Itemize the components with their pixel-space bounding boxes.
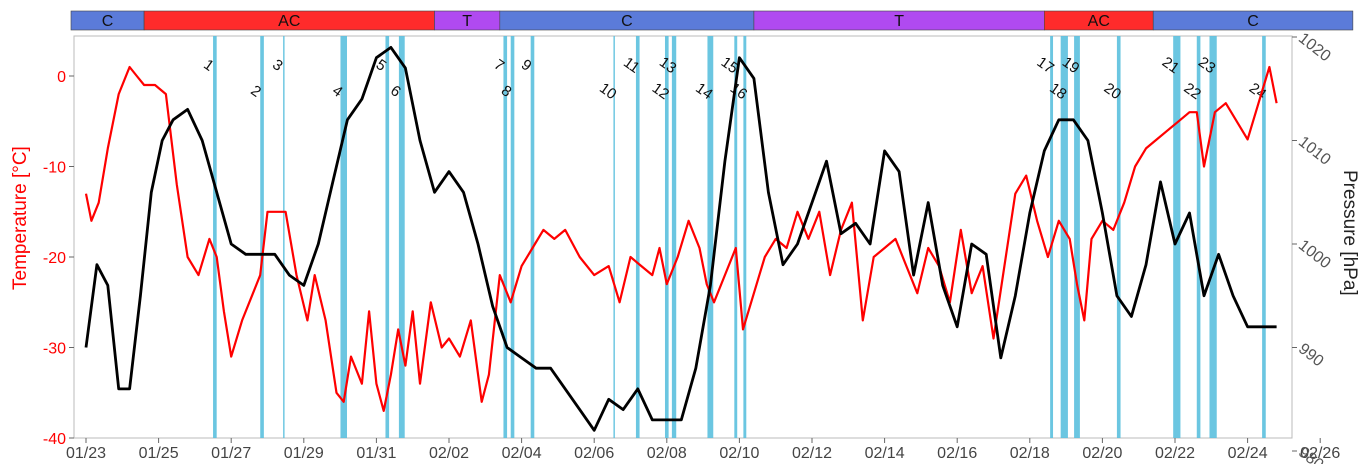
x-tick-label: 01/27 [211, 445, 251, 462]
event-label: 14 [692, 80, 715, 103]
event-label: 12 [649, 80, 672, 103]
x-tick-label: 02/02 [429, 445, 469, 462]
x-tick-label: 01/25 [139, 445, 179, 462]
x-tick-label: 02/20 [1082, 445, 1122, 462]
event-bar [213, 36, 217, 438]
regime-label: AC [278, 13, 300, 30]
event-bar [398, 36, 405, 438]
regime-bar: C AC T C T AC C [70, 10, 1354, 31]
x-tick-label: 02/08 [647, 445, 687, 462]
x-axis: 01/23 01/25 01/27 01/29 01/31 02/02 02/04 02/06… [66, 438, 1340, 462]
regime-label: C [1247, 13, 1259, 30]
x-tick-label: 02/10 [719, 445, 759, 462]
y-axis-left-title: Temperature [°C] [10, 146, 31, 290]
event-bar [613, 36, 615, 438]
event-label: 10 [596, 80, 619, 103]
event-bar [530, 36, 535, 438]
x-tick-label: 02/04 [502, 445, 542, 462]
y-left-tick-label: -30 [43, 341, 66, 358]
event-label: 18 [1046, 80, 1069, 103]
y-left-tick-label: -10 [43, 160, 66, 177]
event-bar [664, 36, 669, 438]
plot-frame [73, 35, 1293, 439]
x-tick-label: 02/26 [1300, 445, 1340, 462]
y-right-tick-label: 1020 [1295, 30, 1334, 65]
event-bar [1074, 36, 1080, 438]
event-label: 20 [1101, 80, 1124, 103]
event-bar [503, 36, 508, 438]
y-left-tick-label: 0 [57, 69, 66, 86]
regime-label: C [102, 13, 114, 30]
event-bars [213, 36, 1266, 438]
event-bar [1196, 36, 1201, 438]
series-layer [84, 46, 1278, 432]
event-bar [385, 36, 390, 438]
x-tick-label: 02/16 [937, 445, 977, 462]
x-tick-label: 01/23 [66, 445, 106, 462]
event-bar [707, 36, 714, 438]
event-bar [283, 36, 285, 438]
event-bar [1209, 36, 1217, 438]
event-label: 17 [1034, 54, 1057, 77]
y-axis-right-title: Pressure [hPa] [1339, 170, 1360, 296]
event-label: 13 [656, 54, 679, 77]
pressure-line [84, 46, 1277, 432]
event-bar [1060, 36, 1068, 438]
regime-label: AC [1088, 13, 1110, 30]
event-label: 15 [718, 54, 741, 77]
event-label: 21 [1159, 54, 1182, 77]
event-label: 23 [1195, 54, 1218, 77]
x-tick-label: 02/12 [792, 445, 832, 462]
x-tick-label: 02/22 [1155, 445, 1195, 462]
x-tick-label: 02/06 [574, 445, 614, 462]
event-label: 19 [1059, 54, 1082, 77]
event-bar [1116, 36, 1121, 438]
event-bar [510, 36, 515, 438]
event-bar [635, 36, 640, 438]
x-tick-label: 02/18 [1010, 445, 1050, 462]
y-right-tick-label: 1010 [1295, 133, 1334, 168]
event-bar [1050, 36, 1054, 438]
x-tick-label: 02/14 [865, 445, 905, 462]
x-tick-label: 01/31 [356, 445, 396, 462]
y-right-tick-label: 1000 [1295, 237, 1334, 272]
event-label: 22 [1181, 80, 1204, 103]
event-label: 16 [727, 80, 750, 103]
event-bar [734, 36, 738, 438]
y-axis-left: 0 -10 -20 -30 -40 [43, 69, 74, 448]
event-bar [1262, 36, 1266, 438]
event-bar [743, 36, 747, 438]
event-label: 24 [1246, 80, 1269, 103]
y-left-tick-label: -40 [43, 431, 66, 448]
event-bar [340, 36, 347, 438]
x-tick-label: 01/29 [284, 445, 324, 462]
temperature-line [84, 65, 1278, 412]
regime-segment [1152, 10, 1354, 31]
event-bar [671, 36, 677, 438]
regime-label: T [894, 13, 904, 30]
regime-label: C [621, 13, 633, 30]
y-left-tick-label: -20 [43, 250, 66, 267]
x-tick-label: 02/24 [1228, 445, 1268, 462]
event-bar [260, 36, 264, 438]
y-right-tick-label: 990 [1295, 340, 1327, 370]
regime-label: T [462, 13, 472, 30]
